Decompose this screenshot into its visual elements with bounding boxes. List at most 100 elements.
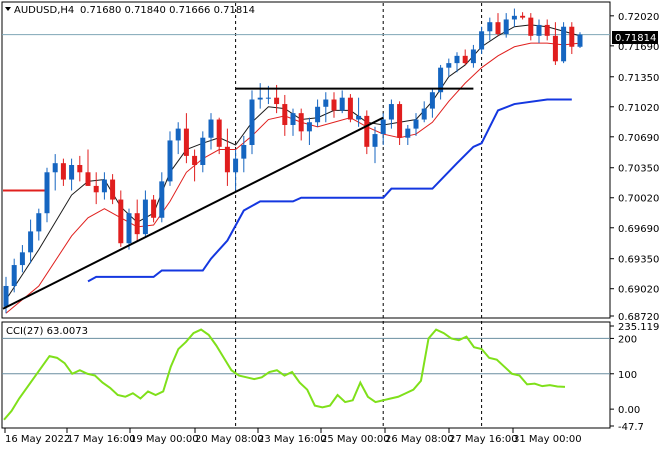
candle-body xyxy=(561,26,567,62)
cci-tick-label: -47.7 xyxy=(618,422,644,433)
candle-body xyxy=(495,22,501,35)
candle-body xyxy=(257,97,263,100)
cci-tick-label: 0.00 xyxy=(618,405,640,416)
candle-body xyxy=(397,104,403,138)
price-tick-label: 0.70690 xyxy=(618,133,659,144)
cci-line xyxy=(3,328,566,421)
time-tick-label: 16 May 2022 xyxy=(5,434,70,445)
candle-body xyxy=(110,179,116,200)
candle-body xyxy=(19,252,25,266)
candle-body xyxy=(347,97,353,120)
candle-body xyxy=(224,146,230,173)
candle-body xyxy=(520,15,526,18)
cci-tick-label: 200 xyxy=(618,334,637,345)
price-tick-label: 0.72020 xyxy=(618,12,659,23)
axis-layer: 0.72020 0.71690 0.71350 0.71020 0.70690 0.703… xyxy=(4,12,660,445)
candle-body xyxy=(315,106,321,123)
candle-body xyxy=(462,55,468,64)
candle-body xyxy=(454,55,460,64)
candle-body xyxy=(241,144,247,159)
candle-body xyxy=(544,24,550,36)
candle-body xyxy=(413,119,419,129)
candle-body xyxy=(438,67,444,93)
price-tick-label: 0.71020 xyxy=(618,103,659,114)
candle-body xyxy=(405,128,411,138)
price-tick-label: 0.69350 xyxy=(618,255,659,266)
candle-body xyxy=(142,199,148,235)
ohlc-values: 0.71680 0.71840 0.71666 0.71814 xyxy=(80,5,255,16)
candle-body xyxy=(183,128,189,156)
candle-body xyxy=(528,17,534,36)
candle-body xyxy=(134,213,140,235)
candle-body xyxy=(192,155,198,166)
cci-header: CCI(27) 63.0073 xyxy=(6,326,88,337)
candle-body xyxy=(69,165,75,180)
candle-body xyxy=(569,26,575,47)
candle-body xyxy=(356,115,362,120)
candle-body xyxy=(274,97,280,105)
candle-body xyxy=(151,199,157,218)
price-tick-label: 0.70020 xyxy=(618,194,659,205)
current-price-tag: 0.71814 xyxy=(615,33,656,44)
candle-body xyxy=(265,97,271,99)
time-tick-label: 17 May 16:00 xyxy=(67,434,136,445)
candle-body xyxy=(60,163,66,180)
candle-body xyxy=(323,99,329,107)
price-tick-label: 0.69690 xyxy=(618,224,659,235)
candle-body xyxy=(372,134,378,147)
price-tick-label: 0.70350 xyxy=(618,164,659,175)
candle-body xyxy=(380,119,386,135)
time-tick-label: 31 May 00:00 xyxy=(513,434,582,445)
cci-layer xyxy=(3,328,566,421)
candle-body xyxy=(552,35,558,62)
lower-step-line xyxy=(87,98,572,283)
time-tick-label: 26 May 08:00 xyxy=(385,434,454,445)
candle-body xyxy=(216,119,222,147)
time-tick-label: 25 May 00:00 xyxy=(321,434,390,445)
candle-body xyxy=(536,24,542,36)
candle-body xyxy=(200,137,206,166)
candle-body xyxy=(118,199,124,244)
time-tick-label: 19 May 00:00 xyxy=(130,434,199,445)
candle-body xyxy=(85,172,91,186)
dropdown-triangle-icon[interactable] xyxy=(5,7,11,11)
candle-body xyxy=(208,119,214,138)
candle-body xyxy=(249,99,255,145)
symbol-label: AUDUSD,H4 xyxy=(14,5,74,16)
candle-body xyxy=(28,231,34,253)
candle-body xyxy=(167,140,173,182)
time-tick-label: 23 May 16:00 xyxy=(258,434,327,445)
candle-body xyxy=(11,265,17,286)
candle-body xyxy=(36,213,42,232)
candle-body xyxy=(93,185,99,193)
candle-body xyxy=(331,99,337,111)
price-panel-frame xyxy=(1,1,611,319)
candle-body xyxy=(126,213,132,244)
time-tick-label: 20 May 08:00 xyxy=(195,434,264,445)
candle-body xyxy=(577,34,583,47)
candle-body xyxy=(429,92,435,109)
candle-body xyxy=(175,128,181,141)
candle-body xyxy=(470,49,476,64)
price-tick-label: 0.69020 xyxy=(618,285,659,296)
price-tick-label: 0.71350 xyxy=(618,73,659,84)
candle-body xyxy=(52,163,58,173)
candle-body xyxy=(44,172,50,214)
candle-body xyxy=(3,285,9,307)
candle-body xyxy=(339,97,345,111)
candle-body xyxy=(503,19,509,35)
candle-body xyxy=(77,165,83,173)
candle-body xyxy=(290,113,296,125)
candle-body xyxy=(364,115,370,147)
candle-body xyxy=(421,108,427,120)
candle-body xyxy=(306,122,312,132)
candle-body xyxy=(159,181,165,218)
candle-body xyxy=(282,104,288,125)
candle-body xyxy=(101,179,107,193)
price-tick-label: 0.68720 xyxy=(618,312,659,323)
ma-slow-line xyxy=(5,42,581,314)
candle-body xyxy=(298,113,304,132)
current-price-tag-bg xyxy=(612,31,658,44)
